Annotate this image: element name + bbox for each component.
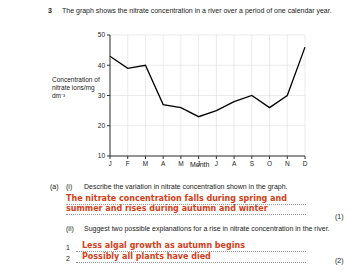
html-text:Month: Month bbox=[190, 161, 210, 168]
svg-text:F: F bbox=[126, 160, 130, 167]
svg-text:O: O bbox=[267, 160, 272, 167]
html-text:3: 3 bbox=[48, 7, 52, 14]
html-text:(i): (i) bbox=[66, 183, 73, 190]
svg-text:A: A bbox=[232, 160, 237, 167]
html-text:(a): (a) bbox=[50, 183, 59, 190]
html-text:Less algal growth as autumn be: Less algal growth as autumn begins bbox=[82, 241, 245, 250]
html-text:1: 1 bbox=[66, 244, 70, 251]
html-text:Possibly all plants have died: Possibly all plants have died bbox=[82, 252, 211, 261]
svg-text:J: J bbox=[108, 160, 111, 167]
svg-text:50: 50 bbox=[98, 31, 106, 38]
svg-text:40: 40 bbox=[98, 62, 106, 69]
svg-text:D: D bbox=[303, 160, 308, 167]
html-text:Suggest two possible explanati: Suggest two possible explanations for a … bbox=[84, 225, 330, 232]
svg-text:10: 10 bbox=[98, 152, 106, 159]
html-text:2: 2 bbox=[66, 255, 70, 262]
svg-text:M: M bbox=[178, 160, 183, 167]
svg-text:N: N bbox=[285, 160, 290, 167]
svg-text:M: M bbox=[143, 160, 148, 167]
html-text:(ii): (ii) bbox=[66, 225, 74, 232]
html-text:(2): (2) bbox=[335, 257, 344, 264]
svg-text:A: A bbox=[161, 160, 166, 167]
svg-text:20: 20 bbox=[98, 122, 106, 129]
html-text:(1): (1) bbox=[335, 213, 344, 220]
html-text:Concentration of nitrate ions/: Concentration of nitrate ions/mg dm⁻³ bbox=[52, 76, 100, 99]
svg-text:30: 30 bbox=[98, 92, 106, 99]
html-text:The graph shows the nitrate co: The graph shows the nitrate concentratio… bbox=[62, 7, 332, 14]
html-text:Describe the variation in nitr: Describe the variation in nitrate concen… bbox=[84, 183, 288, 190]
svg-text:J: J bbox=[215, 160, 218, 167]
svg-text:S: S bbox=[250, 160, 255, 167]
html-text:The nitrate concentration fall: The nitrate concentration falls during s… bbox=[66, 194, 287, 213]
